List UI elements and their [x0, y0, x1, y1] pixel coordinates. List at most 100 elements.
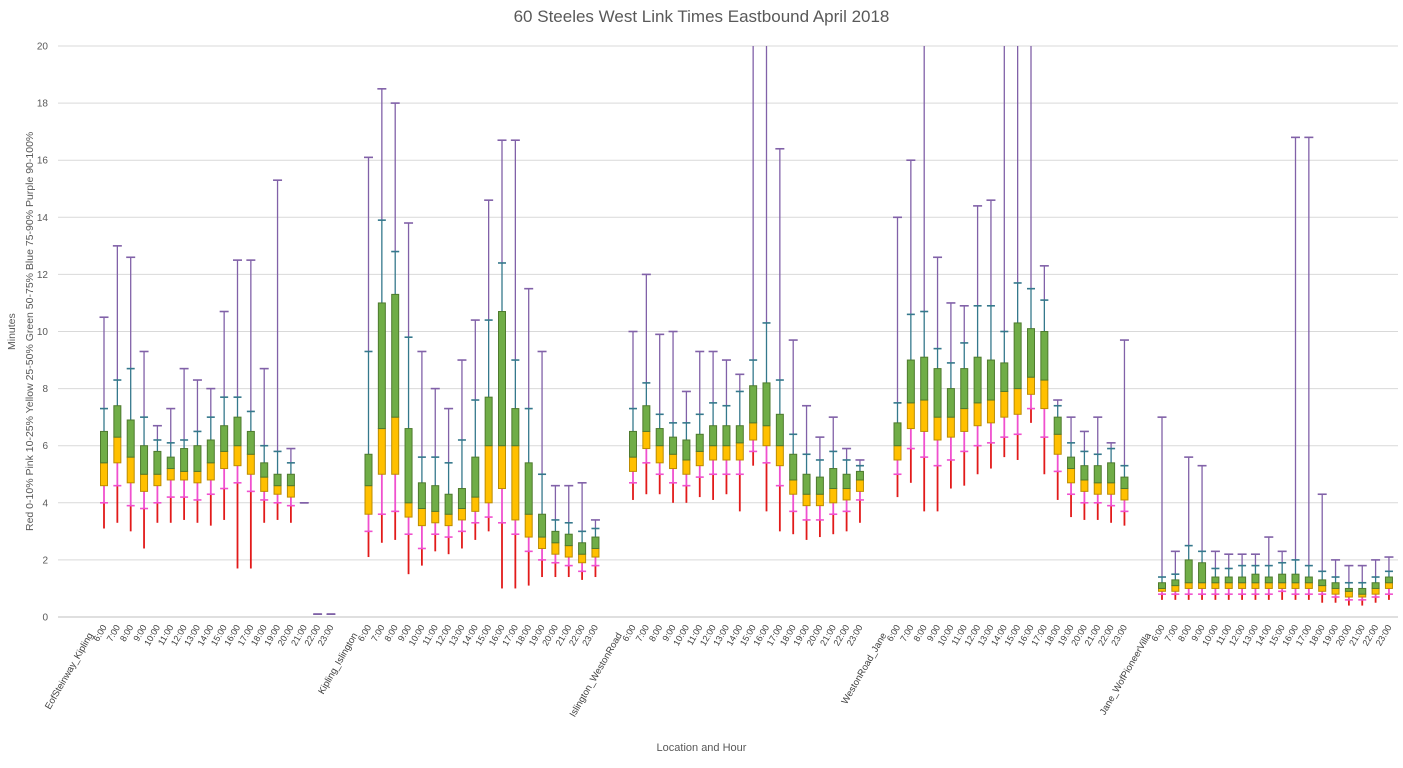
- box-50-75: [1331, 582, 1340, 589]
- box-plot: [1357, 564, 1367, 606]
- box-25-50: [431, 510, 440, 524]
- box-50-75: [789, 453, 798, 481]
- box-25-50: [153, 473, 162, 487]
- series-group-Jane_WofPioneerVilla: 6:007:008:009:0010:0011:0012:0013:0014:0…: [1098, 136, 1394, 717]
- box-50-75: [1013, 322, 1022, 390]
- y-tick-label: 0: [42, 613, 48, 624]
- box-50-75: [260, 462, 269, 478]
- box-25-50: [578, 553, 587, 564]
- box-50-75: [1027, 328, 1035, 378]
- box-25-50: [920, 399, 929, 432]
- box-plot: [1197, 464, 1207, 600]
- box-25-50: [735, 442, 744, 461]
- box-50-75: [1184, 559, 1193, 584]
- box-25-50: [1304, 582, 1313, 589]
- box-plot: [1237, 553, 1247, 600]
- y-tick-label: 4: [42, 498, 48, 509]
- box-25-50: [391, 416, 400, 475]
- box-50-75: [1053, 416, 1062, 435]
- box-25-50: [695, 450, 704, 467]
- box-50-75: [233, 416, 242, 447]
- box-plot: [524, 287, 534, 586]
- box-25-50: [166, 468, 175, 481]
- box-50-75: [855, 470, 864, 481]
- box-50-75: [946, 388, 955, 418]
- box-50-75: [391, 293, 400, 418]
- box-plot: [1106, 442, 1116, 523]
- box-plot: [959, 305, 969, 486]
- box-plot: [1184, 456, 1194, 600]
- y-tick-label: 10: [37, 327, 49, 338]
- box-50-75: [1318, 579, 1327, 587]
- box-plot: [946, 302, 956, 489]
- box-plot: [99, 316, 109, 529]
- box-25-50: [842, 488, 851, 501]
- box-25-50: [642, 430, 651, 450]
- box-25-50: [855, 479, 864, 492]
- box-50-75: [1371, 582, 1380, 589]
- box-plot: [762, 46, 771, 512]
- box-50-75: [749, 385, 758, 424]
- box-plot: [273, 179, 283, 520]
- box-plot: [112, 245, 122, 523]
- box-50-75: [762, 382, 771, 427]
- box-plot: [497, 139, 507, 589]
- x-axis-title: Location and Hour: [656, 742, 747, 754]
- box-25-50: [511, 445, 520, 521]
- box-50-75: [1304, 576, 1313, 584]
- box-25-50: [1384, 582, 1393, 589]
- box-50-75: [842, 473, 851, 490]
- box-25-50: [140, 473, 149, 492]
- box-plot: [390, 102, 400, 540]
- box-50-75: [906, 359, 915, 404]
- box-25-50: [946, 416, 955, 438]
- box-25-50: [775, 445, 784, 467]
- box-plot: [735, 373, 745, 512]
- box-plot: [1000, 46, 1009, 458]
- box-50-75: [986, 359, 995, 401]
- box-plot: [364, 156, 373, 558]
- box-50-75: [538, 513, 547, 538]
- box-plot: [377, 88, 387, 543]
- box-plot: [590, 519, 600, 578]
- box-plot: [628, 330, 638, 500]
- box-25-50: [564, 545, 573, 558]
- box-plot: [470, 319, 480, 540]
- box-50-75: [551, 530, 560, 544]
- box-50-75: [564, 533, 573, 547]
- box-50-75: [246, 430, 255, 455]
- box-25-50: [1080, 479, 1089, 492]
- box-plot: [802, 404, 812, 540]
- box-25-50: [1093, 482, 1102, 495]
- box-50-75: [933, 368, 942, 418]
- gridlines: 0 2 4 6 8 10 12 14 16 18 20: [37, 42, 1398, 624]
- box-50-75: [206, 439, 215, 464]
- box-25-50: [1251, 582, 1260, 589]
- box-25-50: [1264, 582, 1273, 589]
- box-50-75: [815, 476, 824, 495]
- box-plot: [1119, 339, 1129, 526]
- box-50-75: [1093, 465, 1102, 484]
- y-tick-label: 2: [42, 555, 48, 566]
- box-plot: [417, 350, 427, 566]
- box-50-75: [775, 413, 784, 447]
- box-50-75: [484, 396, 493, 447]
- box-50-75: [709, 425, 718, 447]
- box-50-75: [735, 425, 744, 444]
- box-50-75: [1080, 465, 1089, 481]
- box-50-75: [802, 473, 811, 495]
- box-50-75: [973, 356, 982, 404]
- box-plot: [1157, 416, 1167, 600]
- series-group-Islington_WestonRoad: 6:007:008:009:0010:0011:0012:0013:0014:0…: [568, 46, 865, 719]
- y-tick-label: 16: [37, 156, 49, 167]
- box-50-75: [511, 408, 520, 447]
- box-50-75: [1198, 562, 1207, 584]
- box-25-50: [246, 453, 255, 475]
- box-50-75: [829, 468, 838, 490]
- box-50-75: [113, 405, 122, 438]
- box-25-50: [1278, 582, 1287, 589]
- box-50-75: [1000, 362, 1009, 392]
- box-50-75: [1291, 573, 1300, 584]
- box-plot: [1384, 556, 1394, 600]
